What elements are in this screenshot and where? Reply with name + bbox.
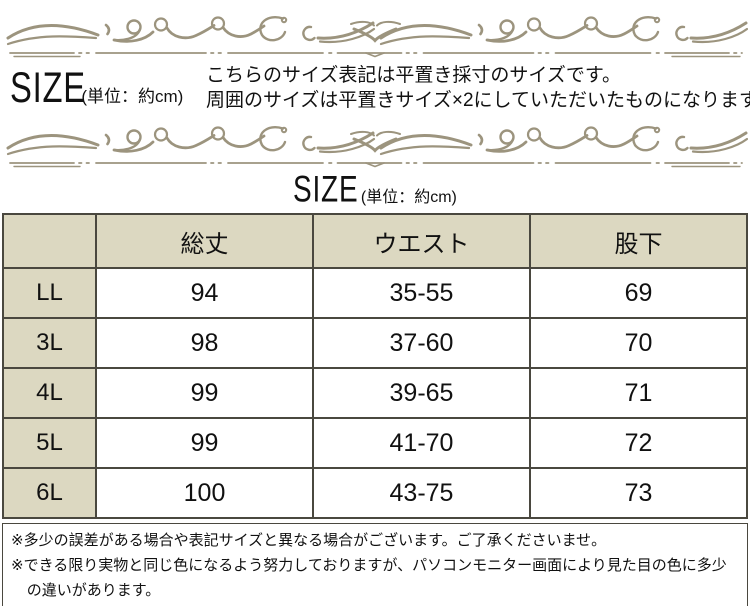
total-length-value: 99 xyxy=(95,417,314,469)
waist-value: 39-65 xyxy=(312,367,531,419)
size-label: 3L xyxy=(2,317,97,369)
table-row-4l: 4L 99 39-65 71 xyxy=(2,367,748,419)
flourish-divider-middle xyxy=(2,118,748,170)
intro-unit-label: (単位：約cm) xyxy=(81,87,184,106)
size-label: 5L xyxy=(2,417,97,469)
inseam-value: 70 xyxy=(529,317,748,369)
inseam-value: 71 xyxy=(529,367,748,419)
total-length-value: 99 xyxy=(95,367,314,419)
intro-section: SIZE (単位：約cm) こちらのサイズ表記は平置き採寸のサイズです。 周囲の… xyxy=(0,60,750,116)
column-header-inseam: 股下 xyxy=(529,213,748,269)
size-table: 総丈 ウエスト 股下 LL 94 35-55 69 3L 98 37-60 70… xyxy=(2,213,748,519)
total-length-value: 100 xyxy=(95,467,314,519)
waist-value: 41-70 xyxy=(312,417,531,469)
intro-description-line-2: 周囲のサイズは平置きサイズ×2にしていただいたものになります。 xyxy=(206,90,750,111)
table-row-ll: LL 94 35-55 69 xyxy=(2,267,748,319)
size-label: 4L xyxy=(2,367,97,419)
size-table-header-row: 総丈 ウエスト 股下 xyxy=(2,213,748,269)
intro-size-heading: SIZE (単位：約cm) xyxy=(10,63,206,112)
waist-value: 37-60 xyxy=(312,317,531,369)
waist-value: 35-55 xyxy=(312,267,531,319)
table-row-3l: 3L 98 37-60 70 xyxy=(2,317,748,369)
inseam-value: 72 xyxy=(529,417,748,469)
disclaimer-notes-box: ※多少の誤差がある場合や表記サイズと異なる場合がございます。ご了承くださいませ。… xyxy=(2,523,748,606)
inseam-value: 69 xyxy=(529,267,748,319)
inseam-value: 73 xyxy=(529,467,748,519)
intro-size-label: SIZE xyxy=(10,63,86,112)
table-title: SIZE (単位：約cm) xyxy=(0,169,750,211)
table-title-unit-label: (単位：約cm) xyxy=(360,189,457,206)
column-header-waist: ウエスト xyxy=(312,213,531,269)
total-length-value: 98 xyxy=(95,317,314,369)
size-label: LL xyxy=(2,267,97,319)
waist-value: 43-75 xyxy=(312,467,531,519)
note-measurement-tolerance: ※多少の誤差がある場合や表記サイズと異なる場合がございます。ご了承くださいませ。 xyxy=(11,532,607,549)
flourish-divider-top xyxy=(2,8,748,60)
note-color-difference: ※できる限り実物と同じ色になるよう努力しておりますが、パソコンモニター画面により… xyxy=(11,557,727,599)
size-label: 6L xyxy=(2,467,97,519)
table-row-5l: 5L 99 41-70 72 xyxy=(2,417,748,469)
column-header-size xyxy=(2,213,97,269)
total-length-value: 94 xyxy=(95,267,314,319)
column-header-total-length: 総丈 xyxy=(95,213,314,269)
intro-description-line-1: こちらのサイズ表記は平置き採寸のサイズです。 xyxy=(206,65,621,86)
table-row-6l: 6L 100 43-75 73 xyxy=(2,467,748,519)
table-title-size-label: SIZE xyxy=(293,169,359,211)
intro-description: こちらのサイズ表記は平置き採寸のサイズです。 周囲のサイズは平置きサイズ×2にし… xyxy=(206,63,750,113)
